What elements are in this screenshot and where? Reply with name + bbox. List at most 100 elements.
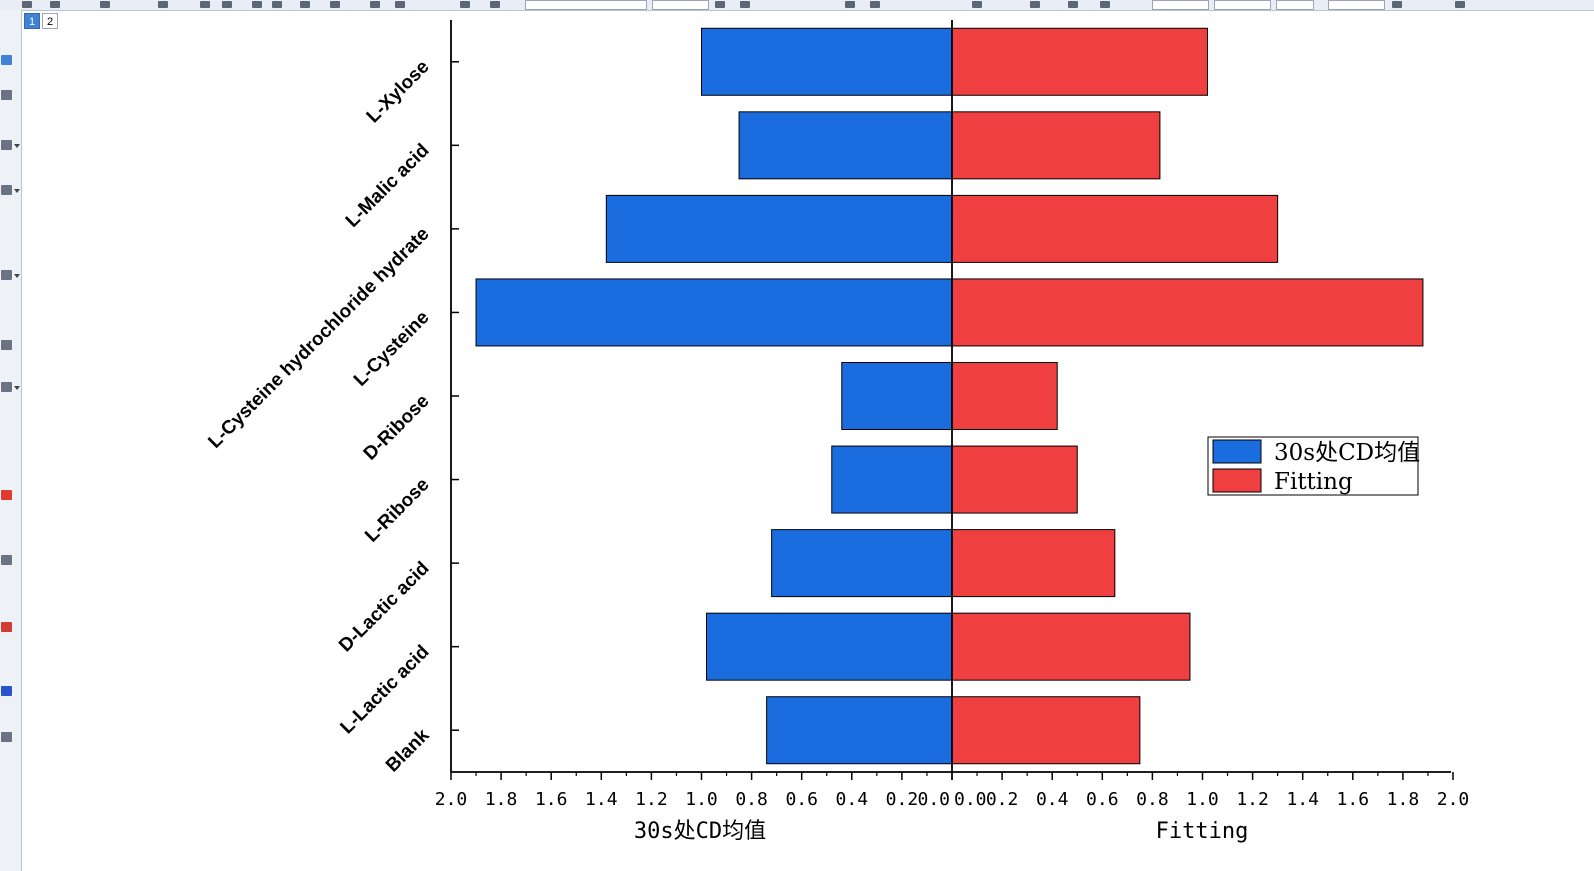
zoom-tool[interactable]	[1, 90, 12, 100]
x-axis-title-left: 30s处CD均值	[634, 819, 766, 844]
toolbar-button[interactable]	[222, 1, 232, 8]
bar-right-blank	[951, 696, 1141, 765]
x-tick-label-right: 0.6	[1086, 789, 1119, 810]
legend-label-right: Fitting	[1274, 469, 1353, 495]
pattern-field[interactable]	[1328, 0, 1385, 10]
x-tick-label-left: 0.6	[785, 789, 818, 810]
x-tick-label-right: 1.0	[1186, 789, 1219, 810]
toolbar-button[interactable]	[1030, 1, 1040, 8]
x-tick-label-left: 0.2	[886, 789, 919, 810]
bar-right-l-cysteine-hydrochloride-hydrate	[951, 194, 1279, 263]
legend-label-left: 30s处CD均值	[1274, 440, 1420, 466]
toolbar-button[interactable]	[158, 1, 168, 8]
toolbar-button[interactable]	[1100, 1, 1110, 8]
bar-left-l-ribose	[831, 445, 953, 514]
x-tick-label-left: 1.4	[585, 789, 618, 810]
category-label: D-Ribose	[360, 391, 434, 465]
bar-right-l-ribose	[951, 445, 1078, 514]
toolbar-button[interactable]	[460, 1, 470, 8]
table-tool[interactable]	[1, 622, 12, 632]
category-label: L-Malic acid	[342, 140, 434, 232]
toolbar-button[interactable]	[200, 1, 210, 8]
x-tick-label-left: 1.2	[635, 789, 668, 810]
category-label: L-Cysteine	[350, 307, 434, 391]
x-tick-label-right: 0.4	[1036, 789, 1069, 810]
line-width-field[interactable]	[1152, 0, 1209, 10]
fill-field[interactable]	[1276, 0, 1314, 10]
page-tab-1[interactable]: 1	[24, 13, 40, 29]
legend-swatch-left	[1212, 439, 1262, 464]
dropdown-arrow-icon[interactable]	[14, 144, 20, 148]
bar-left-l-cysteine-hydrochloride-hydrate	[605, 194, 953, 263]
top-toolbar	[0, 0, 1594, 11]
bar-left-blank	[766, 696, 953, 765]
toolbar-button[interactable]	[715, 1, 725, 8]
toolbar-button[interactable]	[50, 1, 60, 8]
x-tick-label-left: 0.8	[735, 789, 768, 810]
pointer-tool[interactable]	[1, 55, 12, 65]
page-tab-2[interactable]: 2	[42, 13, 58, 29]
x-tick-label-right: 1.8	[1387, 789, 1420, 810]
bar-left-l-cysteine	[475, 278, 953, 347]
dropdown-arrow-icon[interactable]	[14, 386, 20, 390]
x-tick-label-right: 0.2	[986, 789, 1019, 810]
toolbar-button[interactable]	[300, 1, 310, 8]
toolbar-button[interactable]	[972, 1, 982, 8]
toolbar-button[interactable]	[740, 1, 750, 8]
layer-tool[interactable]	[1, 490, 12, 500]
bar-left-l-lactic-acid	[706, 612, 953, 681]
x-tick-label-right: 2.0	[1437, 789, 1470, 810]
bar-right-l-cysteine	[951, 278, 1424, 347]
toolbar-button[interactable]	[845, 1, 855, 8]
x-tick-label-left: 0.4	[836, 789, 869, 810]
category-label: L-Lactic acid	[337, 641, 434, 738]
bar-left-l-xylose	[701, 27, 953, 96]
toolbar-button[interactable]	[370, 1, 380, 8]
bar-left-l-malic-acid	[738, 111, 953, 180]
reader-tool[interactable]	[1, 185, 12, 195]
toolbar-button[interactable]	[272, 1, 282, 8]
toolbar-button[interactable]	[870, 1, 880, 8]
dropdown-arrow-icon[interactable]	[14, 274, 20, 278]
x-tick-label-right: 1.2	[1236, 789, 1269, 810]
legend-tool[interactable]	[1, 555, 12, 565]
tools-sidebar	[0, 10, 22, 871]
toolbar-button[interactable]	[100, 1, 110, 8]
bar-left-d-ribose	[841, 362, 953, 430]
legend-swatch-right	[1212, 468, 1262, 493]
graph-tool[interactable]	[1, 686, 12, 696]
draw-tool[interactable]	[1, 140, 12, 150]
category-label: L-Xylose	[363, 56, 434, 127]
toolbar-button[interactable]	[395, 1, 405, 8]
x-tick-label-left: 1.0	[685, 789, 718, 810]
x-axis-title-right: Fitting	[1156, 819, 1249, 844]
x-tick-label-left: 1.8	[485, 789, 518, 810]
font-size-field[interactable]	[652, 0, 709, 10]
color-field[interactable]	[1214, 0, 1271, 10]
x-tick-label-right: 0.8	[1136, 789, 1169, 810]
bar-right-d-lactic-acid	[951, 529, 1116, 598]
font-name-field[interactable]	[525, 0, 647, 10]
bar-right-l-malic-acid	[951, 111, 1161, 180]
toolbar-button[interactable]	[330, 1, 340, 8]
category-label: L-Ribose	[361, 474, 433, 546]
toolbar-button[interactable]	[252, 1, 262, 8]
x-tick-label-right: 0.0	[954, 789, 987, 810]
toolbar-button[interactable]	[490, 1, 500, 8]
bar-right-l-xylose	[951, 27, 1209, 96]
x-tick-label-right: 1.4	[1286, 789, 1319, 810]
layout-tool[interactable]	[1, 732, 12, 742]
bar-right-d-ribose	[951, 362, 1058, 430]
toolbar-button[interactable]	[1068, 1, 1078, 8]
bar-left-d-lactic-acid	[771, 529, 953, 598]
toolbar-button[interactable]	[1455, 1, 1465, 8]
rectangle-tool[interactable]	[1, 382, 12, 392]
dropdown-arrow-icon[interactable]	[14, 189, 20, 193]
x-tick-label-left: 0.0	[917, 789, 950, 810]
text-tool[interactable]	[1, 270, 12, 280]
toolbar-button[interactable]	[1392, 1, 1402, 8]
toolbar-button[interactable]	[22, 1, 32, 8]
x-tick-label-right: 1.6	[1337, 789, 1370, 810]
arrow-tool[interactable]	[1, 340, 12, 350]
